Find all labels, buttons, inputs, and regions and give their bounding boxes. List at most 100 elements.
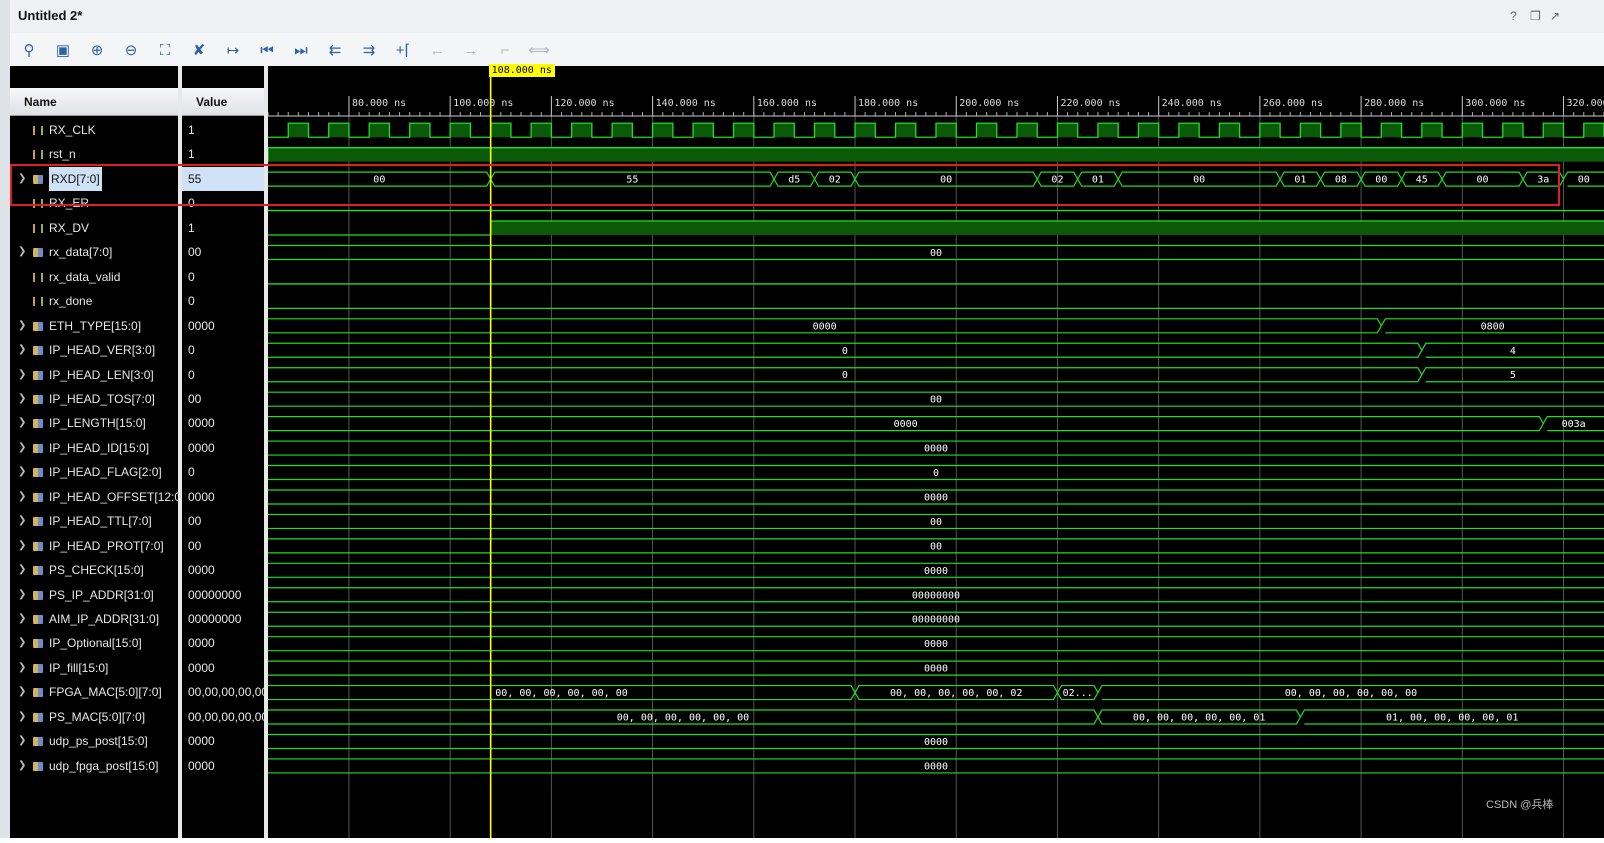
signal-value-cell[interactable]: 55 [182, 166, 264, 191]
signal-row-rx-er[interactable]: RX_ER [10, 191, 178, 215]
signal-value-cell[interactable]: 0 [182, 460, 264, 484]
go-to-cursor-icon[interactable]: ↦ [226, 42, 240, 59]
signal-value-cell[interactable]: 1 [182, 216, 264, 240]
expand-chevron-icon[interactable]: ❯ [18, 686, 27, 698]
expand-chevron-icon[interactable]: ❯ [18, 368, 27, 380]
expand-chevron-icon[interactable]: ❯ [18, 564, 27, 576]
expand-chevron-icon[interactable]: ❯ [18, 588, 27, 600]
previous-transition-icon[interactable]: ⇇ [328, 42, 342, 59]
signal-value-cell[interactable]: 00 [182, 534, 264, 558]
signal-value-cell[interactable]: 0 [182, 289, 264, 313]
signal-value-cell[interactable]: 0000 [182, 314, 264, 338]
signal-value-cell[interactable]: 00000000 [182, 583, 264, 607]
zoom-out-icon[interactable]: ⊖ [124, 42, 138, 59]
signal-row-udp-ps-post-15-0-[interactable]: ❯ udp_ps_post[15:0] [10, 729, 178, 753]
signal-row-ip-optional-15-0-[interactable]: ❯ IP_Optional[15:0] [10, 631, 178, 655]
signal-row-udp-fpga-post-15-0-[interactable]: ❯ udp_fpga_post[15:0] [10, 754, 178, 778]
signal-value-cell[interactable]: 0000 [182, 558, 264, 582]
signal-value-cell[interactable]: 0000 [182, 729, 264, 753]
signal-value-cell[interactable]: 00,00,00,00,00 [182, 705, 264, 729]
previous-marker-icon[interactable]: ← [429, 41, 445, 59]
expand-chevron-icon[interactable]: ❯ [18, 417, 27, 429]
go-to-last-time-icon[interactable]: ⏭ [294, 41, 308, 59]
signal-value-cell[interactable]: 1 [182, 142, 264, 166]
name-column-header[interactable]: Name [10, 88, 178, 116]
signal-value-cell[interactable]: 00 [182, 240, 264, 264]
signal-value-cell[interactable]: 00,00,00,00,00 [182, 680, 264, 704]
wave-divider[interactable] [264, 66, 268, 838]
expand-chevron-icon[interactable]: ❯ [18, 710, 27, 722]
expand-chevron-icon[interactable]: ❯ [18, 759, 27, 771]
signal-value-cell[interactable]: 0 [182, 191, 264, 215]
signal-value-cell[interactable]: 00000000 [182, 607, 264, 631]
value-column-header[interactable]: Value [182, 88, 264, 116]
help-icon[interactable]: ? [1510, 9, 1517, 23]
signal-value-cell[interactable]: 0 [182, 338, 264, 362]
expand-chevron-icon[interactable]: ❯ [18, 661, 27, 673]
signal-row-aim-ip-addr-31-0-[interactable]: ❯ AIM_IP_ADDR[31:0] [10, 607, 178, 631]
restore-icon[interactable]: ❐ [1530, 9, 1541, 23]
fix-cursor-icon[interactable]: ⟺ [528, 42, 550, 59]
signal-row-eth-type-15-0-[interactable]: ❯ ETH_TYPE[15:0] [10, 314, 178, 338]
signal-row-ip-head-prot-7-0-[interactable]: ❯ IP_HEAD_PROT[7:0] [10, 534, 178, 558]
signal-value-cell[interactable]: 0000 [182, 656, 264, 680]
next-transition-icon[interactable]: ⇉ [362, 42, 376, 59]
expand-chevron-icon[interactable]: ❯ [18, 490, 27, 502]
expand-chevron-icon[interactable]: ❯ [18, 392, 27, 404]
expand-chevron-icon[interactable]: ❯ [18, 515, 27, 527]
signal-row-ip-head-flag-2-0-[interactable]: ❯ IP_HEAD_FLAG[2:0] [10, 460, 178, 484]
waveform-canvas[interactable]: 80.000 ns 100.000 ns 120.000 ns 140.000 ns 1… [267, 66, 1604, 838]
expand-chevron-icon[interactable]: ❯ [18, 735, 27, 747]
signal-row-rx-data-7-0-[interactable]: ❯ rx_data[7:0] [10, 240, 178, 264]
signal-row-fpga-mac-5-0-7-0-[interactable]: ❯ FPGA_MAC[5:0][7:0] [10, 680, 178, 704]
maximize-icon[interactable]: ↗ [1550, 9, 1561, 23]
signal-value-cell[interactable]: 0000 [182, 411, 264, 435]
next-marker-icon[interactable]: → [463, 41, 479, 59]
expand-chevron-icon[interactable]: ❯ [18, 441, 27, 453]
signal-row-ip-length-15-0-[interactable]: ❯ IP_LENGTH[15:0] [10, 411, 178, 435]
cursor-time-label[interactable]: 108.000 ns [488, 64, 555, 77]
signal-value-cell[interactable]: 1 [182, 118, 264, 142]
signal-row-rst-n[interactable]: rst_n [10, 142, 178, 166]
signal-value-cell[interactable]: 0000 [182, 631, 264, 655]
signal-row-ps-ip-addr-31-0-[interactable]: ❯ PS_IP_ADDR[31:0] [10, 583, 178, 607]
signal-row-ip-head-id-15-0-[interactable]: ❯ IP_HEAD_ID[15:0] [10, 436, 178, 460]
signal-row-ip-head-len-3-0-[interactable]: ❯ IP_HEAD_LEN[3:0] [10, 363, 178, 387]
signal-value-cell[interactable]: 0 [182, 265, 264, 289]
select-marker-icon[interactable]: ✘ [192, 42, 206, 59]
zoom-fit-icon[interactable]: ⛶ [159, 41, 171, 59]
expand-chevron-icon[interactable]: ❯ [18, 613, 27, 624]
expand-chevron-icon[interactable]: ❯ [18, 319, 27, 331]
signal-row-ip-head-ttl-7-0-[interactable]: ❯ IP_HEAD_TTL[7:0] [10, 509, 178, 533]
go-to-time-zero-icon[interactable]: ⏮ [260, 41, 274, 59]
signal-value-cell[interactable]: 0000 [182, 485, 264, 509]
signal-row-ip-head-tos-7-0-[interactable]: ❯ IP_HEAD_TOS[7:0] [10, 387, 178, 411]
search-icon[interactable]: ⚲ [23, 42, 35, 59]
column-divider[interactable] [178, 66, 182, 838]
signal-value-cell[interactable]: 00 [182, 387, 264, 411]
signal-value-cell[interactable]: 0000 [182, 754, 264, 778]
signal-row-rx-data-valid[interactable]: rx_data_valid [10, 265, 178, 289]
expand-chevron-icon[interactable]: ❯ [18, 246, 27, 258]
signal-row-ip-fill-15-0-[interactable]: ❯ IP_fill[15:0] [10, 656, 178, 680]
waveform-area[interactable]: 80.000 ns 100.000 ns 120.000 ns 140.000 ns 1… [267, 64, 1604, 838]
signal-row-rxd-7-0-[interactable]: ❯ RXD[7:0] [10, 166, 178, 191]
signal-row-rx-dv[interactable]: RX_DV [10, 216, 178, 240]
signal-value-cell[interactable]: 00 [182, 509, 264, 533]
signal-value-cell[interactable]: 0 [182, 363, 264, 387]
zoom-in-icon[interactable]: ⊕ [90, 42, 104, 59]
signal-row-ip-head-offset-12-0-[interactable]: ❯ IP_HEAD_OFFSET[12:0] [10, 485, 178, 509]
expand-chevron-icon[interactable]: ❯ [18, 466, 27, 478]
expand-chevron-icon[interactable]: ❯ [18, 637, 27, 649]
signal-row-ps-check-15-0-[interactable]: ❯ PS_CHECK[15:0] [10, 558, 178, 582]
expand-chevron-icon[interactable]: ❯ [18, 344, 27, 356]
swap-cursors-icon[interactable]: ⌐ [500, 41, 510, 59]
signal-row-ps-mac-5-0-7-0-[interactable]: ❯ PS_MAC[5:0][7:0] [10, 705, 178, 729]
save-icon[interactable]: ▣ [55, 42, 71, 59]
expand-chevron-icon[interactable]: ❯ [18, 539, 27, 551]
add-marker-icon[interactable]: +⌈ [395, 42, 411, 59]
signal-row-rx-done[interactable]: rx_done [10, 289, 178, 313]
signal-row-ip-head-ver-3-0-[interactable]: ❯ IP_HEAD_VER[3:0] [10, 338, 178, 362]
signal-value-cell[interactable]: 0000 [182, 436, 264, 460]
expand-chevron-icon[interactable]: ❯ [18, 172, 27, 184]
